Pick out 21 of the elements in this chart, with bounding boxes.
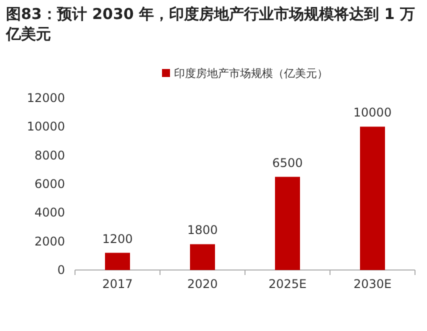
y-tick-label: 0 bbox=[57, 263, 65, 277]
data-label: 1200 bbox=[102, 232, 133, 246]
y-tick-label: 10000 bbox=[26, 120, 65, 134]
y-tick-label: 12000 bbox=[26, 91, 65, 105]
chart-title: 图83：预计 2030 年，印度房地产行业市场规模将达到 1 万亿美元 bbox=[6, 4, 416, 44]
legend-label: 印度房地产市场规模（亿美元） bbox=[174, 67, 328, 80]
bar bbox=[275, 176, 300, 270]
y-tick-label: 8000 bbox=[34, 148, 65, 162]
bar bbox=[105, 252, 130, 270]
x-tick-label: 2030E bbox=[353, 277, 392, 291]
x-tick-label: 2017 bbox=[102, 277, 133, 291]
bar bbox=[360, 126, 385, 270]
x-tick-label: 2020 bbox=[187, 277, 218, 291]
data-label: 10000 bbox=[353, 106, 392, 120]
y-tick-label: 6000 bbox=[34, 177, 65, 191]
data-label: 6500 bbox=[272, 156, 303, 170]
bar bbox=[190, 244, 215, 270]
y-tick-label: 4000 bbox=[34, 206, 65, 220]
x-tick-label: 2025E bbox=[268, 277, 307, 291]
data-label: 1800 bbox=[187, 223, 218, 238]
y-tick-label: 2000 bbox=[34, 234, 65, 248]
